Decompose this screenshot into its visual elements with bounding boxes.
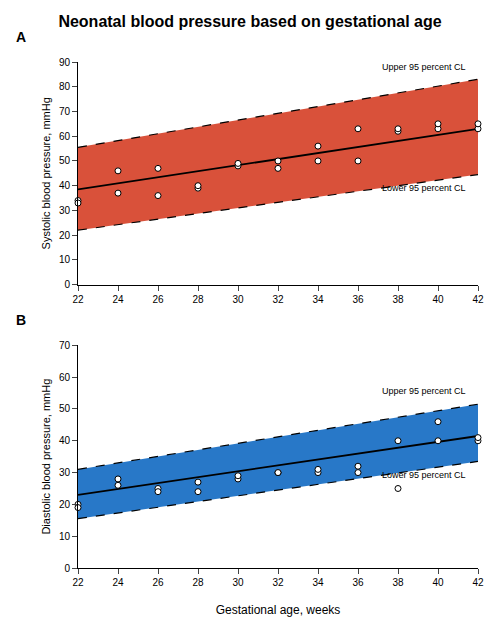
svg-text:0: 0 (64, 279, 70, 290)
svg-text:30: 30 (232, 577, 244, 588)
svg-text:60: 60 (59, 372, 71, 383)
svg-text:90: 90 (59, 57, 71, 68)
svg-text:36: 36 (352, 294, 364, 305)
svg-text:28: 28 (192, 577, 204, 588)
svg-text:20: 20 (59, 230, 71, 241)
svg-text:50: 50 (59, 403, 71, 414)
svg-text:30: 30 (59, 205, 71, 216)
svg-text:38: 38 (392, 294, 404, 305)
svg-text:20: 20 (59, 499, 71, 510)
svg-text:10: 10 (59, 254, 71, 265)
svg-text:Lower 95 percent CL: Lower 95 percent CL (382, 183, 466, 193)
svg-text:40: 40 (59, 435, 71, 446)
svg-text:32: 32 (272, 294, 284, 305)
svg-text:36: 36 (352, 577, 364, 588)
svg-text:30: 30 (59, 467, 71, 478)
svg-text:40: 40 (59, 180, 71, 191)
svg-text:34: 34 (312, 577, 324, 588)
svg-text:Diastolic blood pressure, mmHg: Diastolic blood pressure, mmHg (40, 379, 52, 535)
svg-text:50: 50 (59, 155, 71, 166)
svg-text:30: 30 (232, 294, 244, 305)
svg-text:26: 26 (152, 577, 164, 588)
svg-text:70: 70 (59, 340, 71, 351)
svg-text:80: 80 (59, 81, 71, 92)
svg-text:40: 40 (432, 294, 444, 305)
svg-text:Upper 95 percent CL: Upper 95 percent CL (382, 386, 466, 396)
svg-text:0: 0 (64, 563, 70, 574)
svg-text:34: 34 (312, 294, 324, 305)
svg-text:24: 24 (112, 577, 124, 588)
svg-text:Systolic blood pressure, mmHg: Systolic blood pressure, mmHg (40, 97, 52, 249)
svg-text:22: 22 (72, 294, 84, 305)
svg-text:42: 42 (472, 294, 484, 305)
svg-text:Lower 95 percent CL: Lower 95 percent CL (382, 470, 466, 480)
svg-text:Upper 95 percent CL: Upper 95 percent CL (382, 62, 466, 72)
svg-text:28: 28 (192, 294, 204, 305)
svg-text:Gestational age, weeks: Gestational age, weeks (216, 603, 341, 617)
svg-text:A: A (16, 29, 26, 45)
svg-text:26: 26 (152, 294, 164, 305)
svg-text:42: 42 (472, 577, 484, 588)
svg-text:10: 10 (59, 531, 71, 542)
svg-text:70: 70 (59, 106, 71, 117)
svg-text:22: 22 (72, 577, 84, 588)
svg-text:Neonatal blood pressure based: Neonatal blood pressure based on gestati… (58, 13, 441, 30)
svg-text:40: 40 (432, 577, 444, 588)
svg-text:B: B (16, 312, 26, 328)
svg-text:32: 32 (272, 577, 284, 588)
svg-text:24: 24 (112, 294, 124, 305)
svg-text:60: 60 (59, 131, 71, 142)
svg-text:38: 38 (392, 577, 404, 588)
